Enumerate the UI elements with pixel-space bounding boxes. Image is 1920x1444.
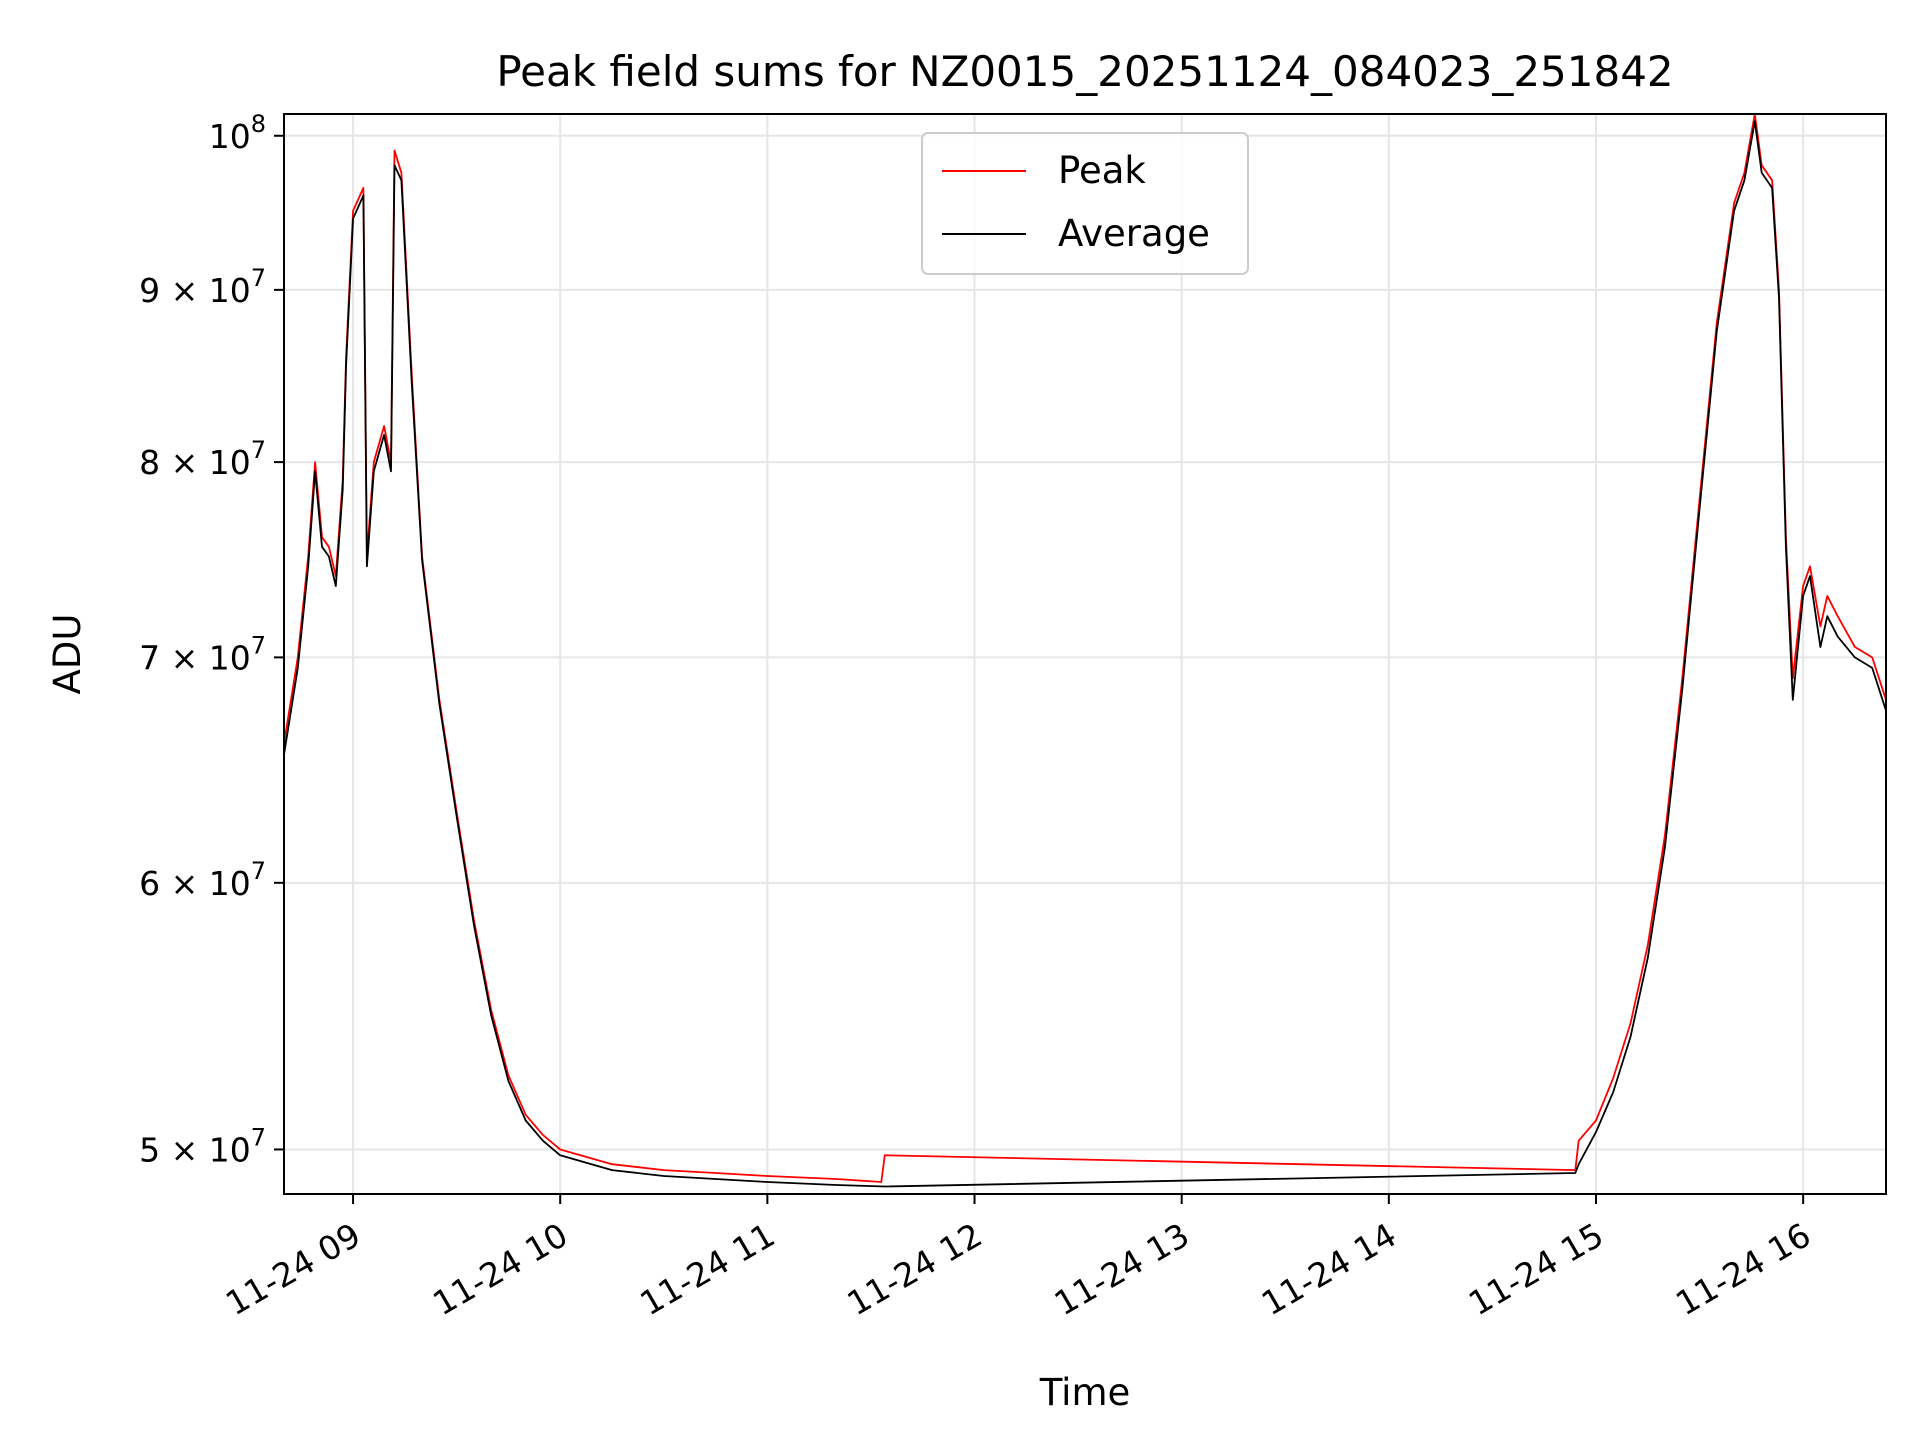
series-line-average — [284, 120, 1886, 1188]
y-tick-exponent: 7 — [251, 264, 266, 292]
y-tick-base: 7 × 10 — [139, 638, 251, 677]
y-tick-label: 6 × 107 — [139, 857, 266, 903]
y-tick-label: 108 — [209, 110, 266, 156]
y-tick-base: 6 × 10 — [139, 864, 251, 903]
y-tick-base: 10 — [209, 117, 251, 156]
y-tick-exponent: 7 — [251, 1123, 266, 1151]
legend-box — [921, 132, 1249, 275]
y-tick-exponent: 7 — [251, 436, 266, 464]
y-axis-label: ADU — [46, 614, 89, 695]
x-axis-label: Time — [1039, 1371, 1131, 1414]
y-tick-label: 5 × 107 — [139, 1123, 266, 1169]
y-tick-label: 9 × 107 — [139, 264, 266, 310]
y-tick-exponent: 8 — [251, 110, 266, 138]
y-tick-label: 7 × 107 — [139, 631, 266, 677]
y-tick-base: 9 × 10 — [139, 271, 251, 310]
legend: Peak Average — [921, 132, 1249, 275]
y-tick-base: 5 × 10 — [139, 1130, 251, 1169]
series-layer — [284, 114, 1886, 1188]
y-tick-exponent: 7 — [251, 857, 266, 885]
y-tick-exponent: 7 — [251, 631, 266, 659]
chart-title: Peak field sums for NZ0015_20251124_0840… — [496, 47, 1673, 96]
y-tick-base: 8 × 10 — [139, 443, 251, 482]
legend-label-peak: Peak — [1058, 149, 1146, 192]
plot-frame — [283, 113, 1887, 1195]
y-tick-label: 8 × 107 — [139, 436, 266, 482]
legend-label-average: Average — [1058, 212, 1210, 255]
